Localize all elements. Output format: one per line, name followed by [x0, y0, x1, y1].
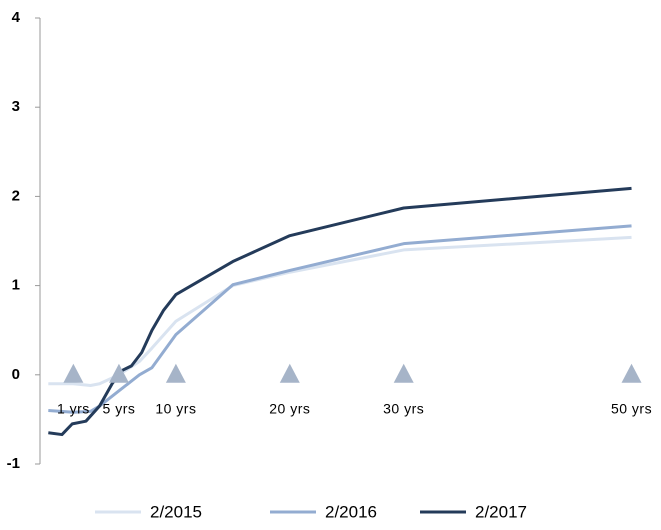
y-tick-label: 0: [12, 366, 20, 383]
legend-label: 2/2017: [475, 502, 527, 521]
x-tick-label: 5 yrs: [103, 401, 136, 417]
x-tick-marker: [621, 363, 642, 383]
x-tick-label: 30 yrs: [383, 401, 424, 417]
y-tick-label: 1: [12, 277, 20, 294]
legend-label: 2/2015: [150, 502, 202, 521]
x-tick-label: 1 yrs: [57, 401, 90, 417]
x-tick-marker: [108, 363, 129, 383]
x-tick-marker: [63, 363, 84, 383]
y-tick-label: -1: [7, 455, 20, 472]
x-tick-marker: [279, 363, 300, 383]
x-tick-marker: [165, 363, 186, 383]
y-tick-label: 2: [12, 187, 20, 204]
x-tick-label: 20 yrs: [269, 401, 310, 417]
line: [48, 235, 632, 388]
y-tick-label: 3: [12, 98, 20, 115]
y-tick-label: 4: [12, 9, 21, 26]
x-tick-marker: [393, 363, 414, 383]
legend-label: 2/2016: [325, 502, 377, 521]
line: [48, 186, 632, 437]
line: [48, 224, 632, 414]
x-tick-label: 10 yrs: [155, 401, 196, 417]
x-tick-label: 50 yrs: [611, 401, 652, 417]
